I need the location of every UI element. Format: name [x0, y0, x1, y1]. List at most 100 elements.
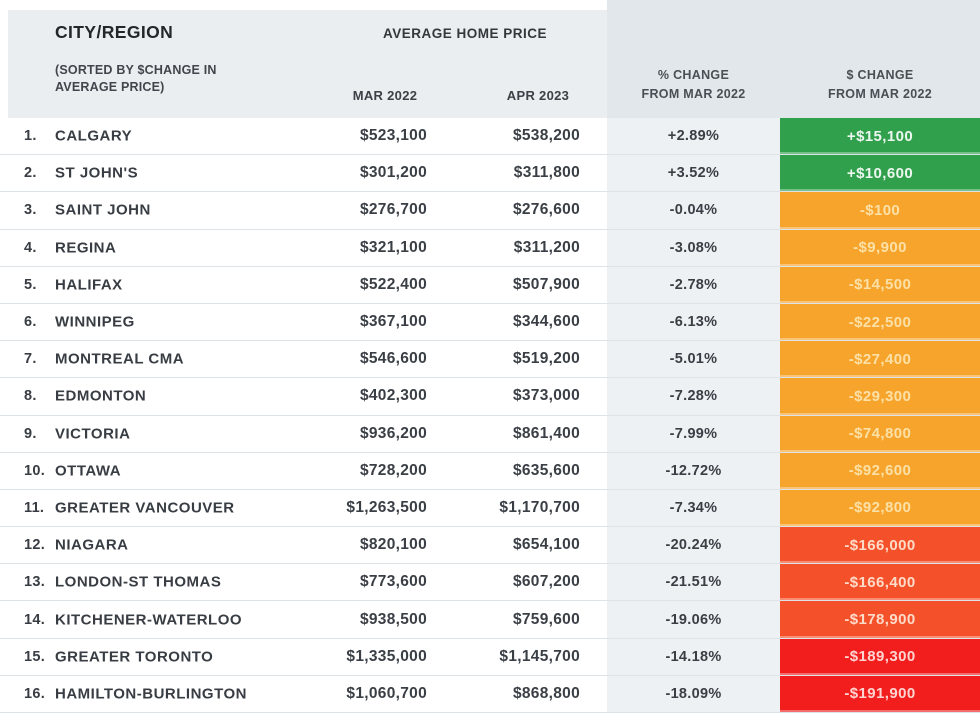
cell-apr-2023-price: $344,600	[512, 313, 580, 331]
cell-dollar-change: -$189,300	[780, 638, 980, 675]
row-rank: 11.	[24, 499, 45, 516]
cell-apr-2023-price: $538,200	[512, 127, 580, 145]
row-rank: 1.	[24, 128, 37, 145]
cell-dollar-change: +$10,600	[780, 155, 980, 192]
column-header-dollar-change: $ CHANGE FROM MAR 2022	[780, 66, 980, 104]
row-city-label: LONDON-ST THOMAS	[55, 573, 222, 591]
table-row: 5. HALIFAX $522,400 $507,900 -2.78% -$14,500	[0, 266, 980, 304]
row-city-label: EDMONTON	[55, 387, 147, 405]
row-rank: 6.	[24, 314, 37, 331]
cell-apr-2023-price: $507,900	[512, 275, 580, 293]
cell-pct-change: -3.08%	[669, 239, 718, 256]
column-header-mar-2022: MAR 2022	[352, 88, 418, 103]
cell-mar-2022-price: $301,200	[359, 164, 427, 182]
table-row: 16. HAMILTON-BURLINGTON $1,060,700 $868,800…	[0, 675, 980, 713]
cell-apr-2023-price: $311,800	[513, 164, 580, 182]
table-row: 7. MONTREAL CMA $546,600 $519,200 -5.01% -$27…	[0, 341, 980, 379]
cell-apr-2023-price: $519,200	[512, 350, 580, 368]
cell-dollar-change: -$74,800	[780, 415, 980, 452]
header-right-band	[607, 0, 980, 118]
cell-pct-change: -2.78%	[669, 276, 718, 293]
row-rank: 2.	[24, 165, 37, 182]
cell-pct-change: -6.13%	[669, 314, 718, 331]
cell-dollar-change: -$178,900	[780, 601, 980, 638]
column-header-pct-change: % CHANGE FROM MAR 2022	[607, 66, 780, 104]
cell-pct-change: +3.52%	[667, 165, 720, 182]
cell-apr-2023-price: $654,100	[512, 536, 580, 554]
cell-pct-change: -7.28%	[669, 388, 718, 405]
cell-mar-2022-price: $820,100	[359, 536, 427, 554]
pct-change-line1: % CHANGE	[657, 68, 730, 82]
row-city-label: OTTAWA	[55, 462, 122, 480]
cell-pct-change: -18.09%	[665, 685, 722, 702]
table-row: 13. LONDON-ST THOMAS $773,600 $607,200 -21.5…	[0, 564, 980, 602]
table-row: 14. KITCHENER-WATERLOO $938,500 $759,600 -19…	[0, 601, 980, 639]
row-rank: 7.	[24, 351, 37, 368]
cell-dollar-change: -$22,500	[780, 303, 980, 341]
cell-pct-change: +2.89%	[667, 128, 720, 145]
row-rank: 9.	[24, 425, 37, 442]
cell-apr-2023-price: $759,600	[512, 610, 580, 628]
dollar-change-line1: $ CHANGE	[846, 68, 914, 82]
cell-dollar-change: -$29,300	[780, 378, 980, 415]
column-header-city-region: CITY/REGION	[55, 22, 174, 42]
row-rank: 13.	[24, 574, 46, 591]
table-row: 12. NIAGARA $820,100 $654,100 -20.24% -$166,0…	[0, 527, 980, 565]
cell-mar-2022-price: $321,100	[359, 238, 427, 256]
cell-dollar-change: -$92,800	[780, 489, 980, 527]
table-row: 1. CALGARY $523,100 $538,200 +2.89% +$15,100	[0, 118, 980, 156]
cell-apr-2023-price: $311,200	[513, 238, 580, 256]
table-row: 15. GREATER TORONTO $1,335,000 $1,145,700 -1…	[0, 638, 980, 676]
cell-apr-2023-price: $861,400	[512, 424, 580, 442]
cell-mar-2022-price: $1,263,500	[346, 498, 427, 516]
cell-dollar-change: -$92,600	[780, 452, 980, 489]
cell-mar-2022-price: $522,400	[359, 275, 427, 293]
row-rank: 8.	[24, 388, 37, 405]
cell-mar-2022-price: $546,600	[359, 350, 427, 368]
row-city-label: KITCHENER-WATERLOO	[55, 611, 243, 629]
row-city-label: MONTREAL CMA	[55, 350, 185, 368]
cell-dollar-change: -$14,500	[780, 266, 980, 303]
row-city-label: HALIFAX	[55, 276, 123, 294]
cell-pct-change: -19.06%	[665, 611, 722, 628]
cell-mar-2022-price: $523,100	[359, 127, 427, 145]
cell-mar-2022-price: $402,300	[359, 387, 427, 405]
cell-dollar-change: -$27,400	[780, 341, 980, 378]
row-city-label: NIAGARA	[55, 536, 129, 554]
cell-dollar-change: +$15,100	[780, 118, 980, 155]
cell-dollar-change: -$100	[780, 192, 980, 229]
table-row: 8. EDMONTON $402,300 $373,000 -7.28% -$29,300	[0, 378, 980, 416]
cell-dollar-change: -$9,900	[780, 229, 980, 266]
pct-change-line2: FROM MAR 2022	[641, 86, 746, 101]
row-rank: 4.	[24, 239, 37, 256]
column-header-apr-2023: APR 2023	[506, 88, 570, 103]
row-rank: 14.	[24, 611, 46, 628]
row-city-label: GREATER TORONTO	[55, 648, 214, 666]
cell-pct-change: -0.04%	[669, 202, 718, 219]
cell-mar-2022-price: $938,500	[359, 610, 427, 628]
table-body: 1. CALGARY $523,100 $538,200 +2.89% +$15,100 2…	[0, 118, 980, 713]
cell-mar-2022-price: $367,100	[359, 313, 427, 331]
cell-mar-2022-price: $773,600	[359, 573, 427, 591]
row-city-label: REGINA	[55, 239, 117, 257]
cell-apr-2023-price: $276,600	[512, 201, 580, 219]
row-rank: 10.	[24, 462, 46, 479]
cell-mar-2022-price: $276,700	[359, 201, 427, 219]
cell-mar-2022-price: $1,335,000	[346, 647, 427, 665]
row-rank: 5.	[24, 276, 37, 293]
cell-mar-2022-price: $728,200	[359, 461, 427, 479]
cell-dollar-change: -$166,400	[780, 564, 980, 601]
table-row: 2. ST JOHN'S $301,200 $311,800 +3.52% +$10,60…	[0, 155, 980, 193]
cell-dollar-change: -$191,900	[780, 675, 980, 712]
row-rank: 15.	[24, 648, 46, 665]
cell-dollar-change: -$166,000	[780, 527, 980, 564]
table-row: 4. REGINA $321,100 $311,200 -3.08% -$9,900	[0, 229, 980, 267]
header-background	[8, 10, 607, 118]
row-city-label: SAINT JOHN	[55, 201, 151, 219]
cell-pct-change: -5.01%	[669, 351, 718, 368]
row-city-label: CALGARY	[55, 127, 133, 145]
row-city-label: HAMILTON-BURLINGTON	[55, 685, 247, 703]
cell-pct-change: -12.72%	[665, 462, 722, 479]
row-city-label: GREATER VANCOUVER	[55, 499, 235, 517]
row-rank: 16.	[24, 685, 46, 702]
